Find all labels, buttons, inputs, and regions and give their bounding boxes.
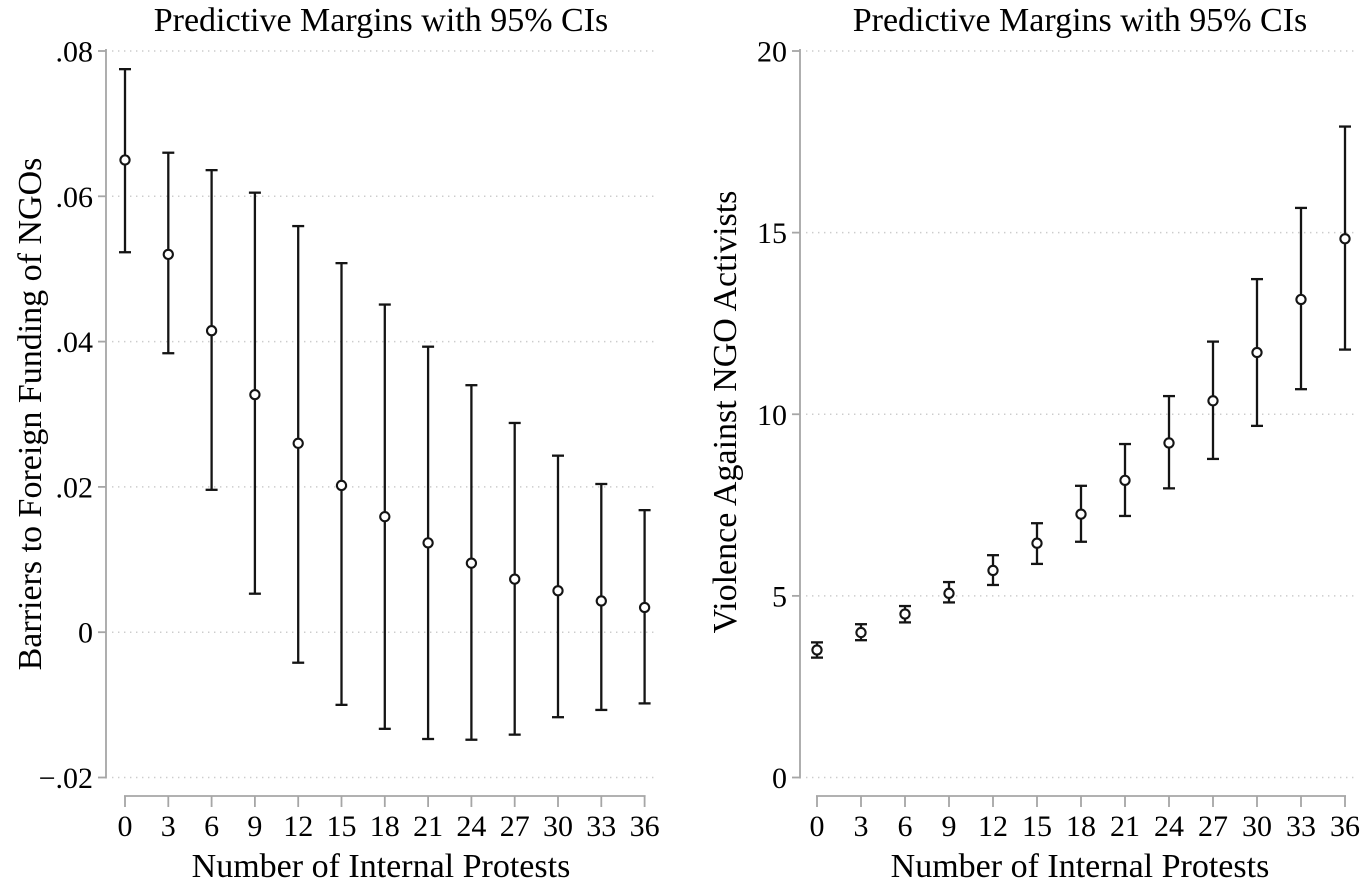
- x-tick-label: 27: [500, 810, 530, 843]
- data-point-marker: [509, 573, 521, 585]
- x-tick-label: 27: [1198, 810, 1228, 843]
- y-tick-label: .04: [56, 326, 94, 359]
- x-tick-label: 18: [370, 810, 400, 843]
- data-point-marker: [855, 626, 867, 639]
- x-tick-label: 0: [810, 810, 825, 843]
- y-tick-label: 0: [78, 617, 93, 650]
- data-point-marker: [465, 557, 478, 569]
- y-tick-label: 0: [772, 762, 787, 795]
- y-tick-label: .08: [56, 36, 94, 69]
- data-point-marker: [1163, 437, 1175, 449]
- right-y-axis-title: Violence Against NGO Activists: [707, 190, 744, 634]
- data-point-marker: [205, 325, 218, 337]
- data-point-marker: [422, 537, 434, 549]
- x-tick-label: 18: [1066, 810, 1096, 843]
- data-point-marker: [1207, 395, 1219, 407]
- x-tick-label: 21: [1110, 810, 1140, 843]
- y-tick-label: .06: [56, 181, 94, 214]
- x-tick-label: 12: [283, 810, 313, 843]
- data-point-marker: [899, 608, 911, 620]
- x-tick-label: 24: [456, 810, 486, 843]
- right-chart-title: Predictive Margins with 95% CIs: [852, 2, 1308, 39]
- data-point-marker: [1119, 474, 1131, 487]
- x-tick-label: 3: [161, 810, 176, 843]
- data-point-marker: [1339, 233, 1351, 245]
- x-tick-label: 36: [630, 810, 660, 843]
- data-point-marker: [1075, 508, 1087, 520]
- x-tick-label: 9: [247, 810, 262, 843]
- x-tick-label: 12: [978, 810, 1008, 843]
- x-tick-label: 3: [854, 810, 869, 843]
- data-point-marker: [162, 248, 174, 261]
- y-tick-label: 15: [757, 217, 787, 250]
- data-point-marker: [811, 644, 823, 656]
- x-tick-label: 21: [413, 810, 443, 843]
- x-tick-label: 6: [898, 810, 913, 843]
- data-point-marker: [987, 564, 999, 577]
- left-chart-title: Predictive Margins with 95% CIs: [153, 2, 609, 39]
- x-tick-label: 33: [1286, 810, 1316, 843]
- y-tick-label: 20: [757, 36, 787, 69]
- x-tick-label: 24: [1154, 810, 1184, 843]
- data-point-marker: [249, 388, 261, 401]
- data-point-marker: [379, 511, 391, 523]
- x-tick-label: 36: [1330, 810, 1360, 843]
- data-point-marker: [119, 154, 131, 166]
- x-tick-label: 33: [586, 810, 616, 843]
- data-point-marker: [595, 595, 607, 607]
- y-tick-label: 5: [772, 580, 787, 613]
- x-tick-label: 0: [118, 810, 133, 843]
- data-point-marker: [292, 437, 304, 449]
- y-tick-label: .02: [56, 471, 94, 504]
- data-point-marker: [335, 479, 348, 492]
- data-point-marker: [1251, 346, 1263, 359]
- left-x-axis-title: Number of Internal Protests: [191, 848, 571, 885]
- left-y-axis-title: Barriers to Foreign Funding of NGOs: [12, 157, 49, 671]
- y-tick-label: −.02: [39, 762, 93, 795]
- data-point-marker: [1295, 293, 1307, 306]
- x-tick-label: 30: [543, 810, 573, 843]
- x-tick-label: 9: [942, 810, 957, 843]
- x-tick-label: 6: [204, 810, 219, 843]
- data-point-marker: [943, 587, 955, 599]
- x-tick-label: 15: [1022, 810, 1052, 843]
- x-tick-label: 15: [327, 810, 357, 843]
- x-tick-label: 30: [1242, 810, 1272, 843]
- data-point-marker: [1031, 537, 1043, 549]
- data-point-marker: [638, 601, 651, 614]
- data-point-marker: [552, 585, 564, 597]
- y-tick-label: 10: [757, 399, 787, 432]
- right-x-axis-title: Number of Internal Protests: [890, 848, 1270, 885]
